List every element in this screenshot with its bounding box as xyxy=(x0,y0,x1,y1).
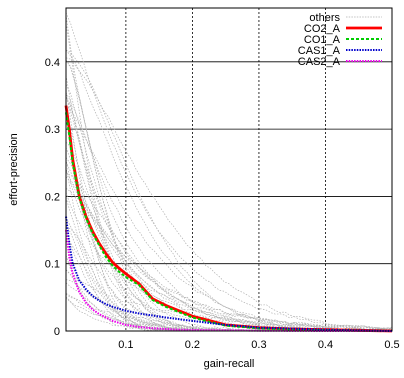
others-curve xyxy=(65,49,393,332)
tick-labels: 0.1 0.2 0.3 0.4 0.5 0 0.1 0.2 0.3 0.4 xyxy=(45,57,400,351)
x-tick-label: 0.3 xyxy=(251,339,266,351)
others-curve xyxy=(65,161,393,330)
others-curve xyxy=(65,118,392,332)
others-curve xyxy=(65,59,393,332)
legend-label: others xyxy=(309,12,340,24)
y-axis-label: effort-precision xyxy=(8,133,20,206)
legend-label: CAS2_A xyxy=(298,56,341,68)
others-curve xyxy=(65,106,393,332)
legend-label: CO2_A xyxy=(304,23,341,35)
y-tick-label: 0 xyxy=(54,326,60,338)
x-axis-label: gain-recall xyxy=(204,358,255,370)
others-curve xyxy=(65,157,392,332)
others-curves xyxy=(65,12,393,332)
others-curve xyxy=(65,159,393,329)
plot-frame xyxy=(65,7,393,332)
others-curve xyxy=(65,59,393,332)
x-tick-label: 0.4 xyxy=(318,339,333,351)
others-curve xyxy=(65,166,392,332)
x-tick-label: 0.2 xyxy=(185,339,200,351)
series-line-co2-a xyxy=(64,105,393,333)
others-curve xyxy=(65,57,393,330)
legend-label: CO1_A xyxy=(304,34,341,46)
others-curve xyxy=(65,170,393,331)
others-curve xyxy=(65,91,393,332)
series-line-cas2-a xyxy=(65,229,392,332)
others-curve xyxy=(65,49,393,332)
others-curve xyxy=(65,23,393,332)
series-layer xyxy=(64,105,393,333)
others-curve xyxy=(65,12,393,329)
y-tick-label: 0.3 xyxy=(45,124,60,136)
others-curve xyxy=(65,293,393,332)
others-curve xyxy=(65,176,393,332)
y-tick-label: 0.4 xyxy=(45,57,60,69)
y-tick-label: 0.1 xyxy=(45,259,60,271)
others-curve xyxy=(65,75,393,332)
series-line-co1-a xyxy=(65,112,393,332)
others-curve xyxy=(65,192,393,331)
others-curve xyxy=(65,92,393,332)
grid-layer xyxy=(66,8,392,331)
others-curve xyxy=(65,105,393,332)
x-tick-label: 0.5 xyxy=(384,339,399,351)
legend-label: CAS1_A xyxy=(298,45,341,57)
series-line-cas1-a xyxy=(65,216,393,332)
y-tick-label: 0.2 xyxy=(45,191,60,203)
others-curve xyxy=(65,141,393,332)
others-curve xyxy=(65,269,393,330)
others-curve xyxy=(65,279,393,332)
x-tick-label: 0.1 xyxy=(118,339,133,351)
